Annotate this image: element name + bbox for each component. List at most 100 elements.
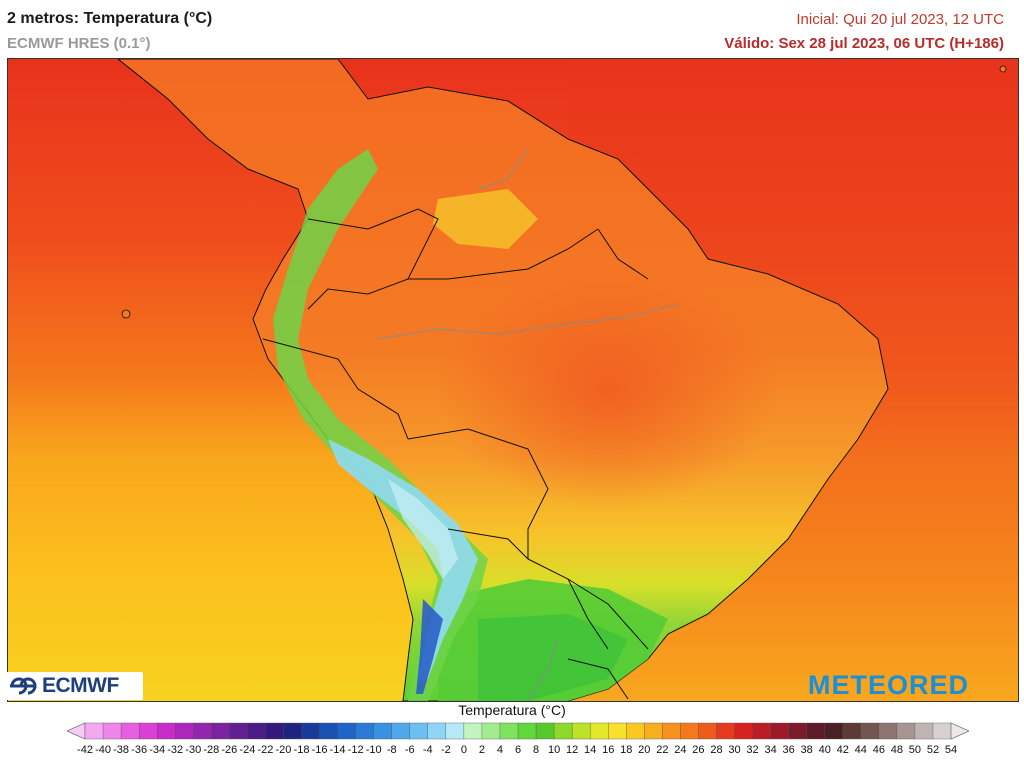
scale-tick-label: 10 — [547, 744, 561, 756]
scale-swatch — [247, 722, 266, 740]
scale-tick-label: 38 — [800, 744, 813, 756]
legend-title: Temperatura (°C) — [458, 702, 566, 718]
scale-tick-label: -14 — [329, 744, 346, 756]
color-scale-labels: -42 -40 -38 -36 -34 -32 -30 -28 -26 -24 -22 -20 -18-… — [0, 744, 1024, 758]
scale-swatch — [896, 722, 916, 740]
scale-swatch — [319, 722, 339, 740]
scale-swatch — [680, 722, 699, 740]
scale-swatch — [752, 722, 772, 740]
scale-tick-label: 0 — [460, 744, 467, 756]
scale-tick-label: 44 — [854, 744, 867, 756]
scale-swatch — [211, 722, 230, 740]
scale-swatch — [156, 722, 176, 740]
scale-tick-label: -42 — [77, 744, 93, 756]
scale-swatch — [535, 722, 555, 740]
scale-swatch — [698, 722, 717, 740]
chart-title: 2 metros: Temperatura (°C) — [7, 10, 213, 27]
scale-swatch — [409, 722, 429, 740]
scale-tick-label: 46 — [872, 744, 885, 756]
rivers — [377, 148, 679, 700]
model-label: ECMWF HRES (0.1°) — [7, 35, 151, 52]
scale-tick-label: -18 — [293, 744, 310, 756]
scale-tick-label: -12 — [347, 744, 364, 756]
scale-swatch — [337, 722, 357, 740]
scale-tick-label: -2 — [440, 744, 451, 756]
scale-arrow-high — [950, 722, 969, 740]
scale-swatch — [608, 722, 627, 740]
scale-swatch — [391, 722, 411, 740]
valid-time: Válido: Sex 28 jul 2023, 06 UTC (H+186) — [724, 35, 1004, 52]
scale-swatch — [716, 722, 735, 740]
scale-swatch — [860, 722, 880, 740]
scale-tick-label: 8 — [532, 744, 540, 756]
scale-swatch — [463, 722, 483, 740]
scale-tick-label: -38 — [113, 744, 130, 756]
scale-swatch — [517, 722, 537, 740]
scale-swatch — [427, 722, 447, 740]
scale-swatch — [481, 722, 501, 740]
scale-swatch — [589, 722, 609, 740]
scale-swatch — [84, 722, 104, 740]
scale-tick-label: 34 — [764, 744, 777, 756]
scale-tick-label: -22 — [257, 744, 274, 756]
scale-swatch — [301, 722, 321, 740]
scale-swatch — [788, 722, 808, 740]
meteored-logo: METEORED — [808, 670, 970, 700]
scale-tick-label: 16 — [602, 744, 615, 756]
scale-swatch — [283, 722, 302, 740]
scale-swatch — [842, 722, 862, 740]
scale-swatch — [355, 722, 375, 740]
scale-swatch — [193, 722, 212, 740]
scale-tick-label: -20 — [275, 744, 292, 756]
scale-tick-label: 40 — [818, 744, 831, 756]
initial-time: Inicial: Qui 20 jul 2023, 12 UTC — [796, 11, 1004, 28]
scale-swatch — [734, 722, 754, 740]
scale-tick-label: -8 — [386, 744, 397, 756]
scale-swatch — [138, 722, 158, 740]
scale-tick-label: 6 — [514, 744, 522, 756]
scale-tick-label: 36 — [782, 744, 795, 756]
scale-tick-label: -32 — [167, 744, 184, 756]
scale-tick-label: -28 — [203, 744, 220, 756]
scale-tick-label: 54 — [944, 744, 958, 756]
scale-tick-label: -34 — [149, 744, 166, 756]
scale-swatch — [373, 722, 393, 740]
scale-tick-label: -6 — [404, 744, 415, 756]
scale-tick-label: 4 — [496, 744, 504, 756]
scale-swatch — [770, 722, 790, 740]
scale-swatch — [102, 722, 122, 740]
ecmwf-logo: ECMWF — [5, 672, 143, 700]
scale-tick-label: 26 — [692, 744, 705, 756]
scale-tick-label: 50 — [908, 744, 922, 756]
ecmwf-mark-icon — [10, 677, 37, 695]
scale-swatch — [932, 722, 952, 740]
scale-tick-label: 30 — [728, 744, 741, 756]
scale-tick-label: 18 — [620, 744, 633, 756]
scale-swatch — [445, 722, 465, 740]
scale-arrow-low — [67, 722, 86, 740]
scale-tick-label: -10 — [365, 744, 382, 756]
scale-swatch — [626, 722, 645, 740]
scale-tick-label: 12 — [566, 744, 579, 756]
scale-swatch — [265, 722, 284, 740]
scale-tick-label: -26 — [221, 744, 238, 756]
scale-swatch — [662, 722, 681, 740]
scale-tick-label: -36 — [131, 744, 148, 756]
scale-swatch — [499, 722, 519, 740]
temperature-map[interactable] — [7, 58, 1019, 702]
scale-tick-label: 32 — [746, 744, 759, 756]
scale-tick-label: 22 — [656, 744, 669, 756]
scale-swatch — [878, 722, 898, 740]
color-scale-bar — [67, 722, 969, 740]
scale-swatch — [553, 722, 573, 740]
scale-tick-label: -16 — [311, 744, 328, 756]
scale-swatch — [806, 722, 826, 740]
scale-tick-label: 48 — [890, 744, 903, 756]
scale-swatch — [571, 722, 591, 740]
scale-tick-label: -4 — [422, 744, 433, 756]
scale-swatch — [914, 722, 934, 740]
scale-tick-label: -40 — [95, 744, 111, 756]
scale-tick-label: 42 — [836, 744, 849, 756]
scale-tick-label: -24 — [239, 744, 256, 756]
scale-tick-label: 14 — [584, 744, 597, 756]
